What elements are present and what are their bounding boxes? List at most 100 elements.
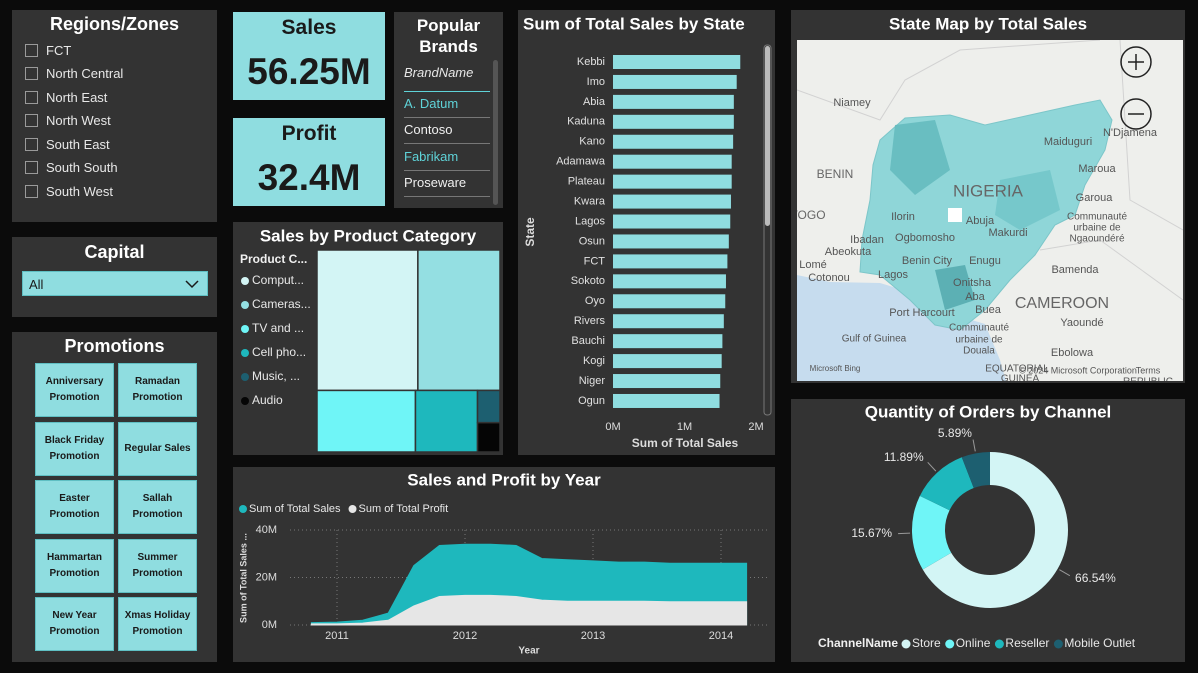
promotion-button[interactable]: Ramadan Promotion <box>118 363 197 417</box>
donut-slice <box>919 457 974 511</box>
x-tick-label: 2M <box>748 421 763 433</box>
x-tick-label: 2012 <box>453 630 477 642</box>
promotion-button[interactable]: Black Friday Promotion <box>35 421 114 476</box>
map-labels: Niamey N'Djamena Maiduguri Maroua BENIN NIGER… <box>797 97 1173 385</box>
bar <box>613 214 731 229</box>
treemap-tile <box>476 389 501 424</box>
promotion-button[interactable]: New Year Promotion <box>35 597 114 651</box>
legend-marker <box>239 505 247 513</box>
legend-title: ChannelName <box>818 636 898 650</box>
brand-option[interactable]: Proseware <box>404 175 490 197</box>
bar <box>613 114 734 129</box>
bar <box>613 314 724 329</box>
map-label: Port Harcourt <box>889 307 954 319</box>
promotion-button[interactable]: Easter Promotion <box>35 480 114 534</box>
zoom-out[interactable] <box>1120 98 1152 130</box>
promotion-button[interactable]: Anniversary Promotion <box>35 363 114 417</box>
region-option[interactable]: South West <box>25 183 113 199</box>
map-label: GUINEA <box>1001 374 1040 385</box>
map-label: Bamenda <box>1051 264 1099 276</box>
map-label: Ilorin <box>891 211 915 223</box>
map-label: Abuja <box>966 215 995 227</box>
checkbox[interactable] <box>25 184 38 198</box>
scrollbar-track[interactable] <box>763 44 772 416</box>
region-option[interactable]: North West <box>25 113 111 129</box>
bar <box>613 254 728 269</box>
y-tick-label: Kano <box>579 136 605 148</box>
legend-label: Cell pho... <box>252 345 306 359</box>
promotion-button[interactable]: Regular Sales <box>118 421 197 476</box>
legend-title: Product C... <box>240 252 307 266</box>
y-tick-label: Kogi <box>583 355 605 367</box>
map-label: Abeokuta <box>825 246 872 258</box>
promotion-button[interactable]: Hammartan Promotion <box>35 538 114 593</box>
x-axis-title: Sum of Total Sales <box>632 436 739 450</box>
zoom-in[interactable] <box>1120 46 1152 78</box>
legend-label: Music, ... <box>252 369 300 383</box>
region-option[interactable]: North Central <box>25 66 123 82</box>
region-option[interactable]: FCT <box>25 42 71 58</box>
scrollbar[interactable] <box>493 60 498 205</box>
x-tick-label: 2011 <box>325 630 349 642</box>
y-tick-label: Ogun <box>578 395 605 407</box>
y-axis-title: State <box>523 217 537 247</box>
checkbox[interactable] <box>25 43 38 57</box>
bar <box>613 274 726 289</box>
region-label: South South <box>46 160 118 175</box>
checkbox[interactable] <box>25 67 38 80</box>
region-option[interactable]: South South <box>25 160 118 176</box>
panel-title: Capital <box>84 242 145 262</box>
promotion-button[interactable]: Sallah Promotion <box>118 480 197 534</box>
brand-option[interactable]: Contoso <box>404 122 490 145</box>
brands-header: BrandName <box>404 65 490 92</box>
y-tick-label: Lagos <box>575 215 605 227</box>
region-label: FCT <box>46 42 72 58</box>
map-label: BENIN <box>817 167 854 181</box>
checkbox[interactable] <box>25 114 38 127</box>
region-option[interactable]: North East <box>25 89 107 105</box>
legend-label: Cameras... <box>252 297 311 311</box>
checkbox[interactable] <box>25 161 38 174</box>
promotion-button[interactable]: Xmas Holiday Promotion <box>118 597 197 651</box>
checkbox[interactable] <box>25 90 38 104</box>
region-label: South West <box>46 183 113 199</box>
brand-option[interactable]: Fabrikam <box>404 149 490 171</box>
map-label: Gulf of Guinea <box>842 334 907 345</box>
chart-title: Sum of Total Sales by State <box>523 14 745 33</box>
chart-title: Sales and Profit by Year <box>407 470 601 489</box>
state-region <box>890 120 950 195</box>
capital-dropdown[interactable]: All <box>22 271 208 296</box>
bar <box>613 354 722 369</box>
y-tick-label: Niger <box>579 375 606 387</box>
legend-label: Store <box>912 636 941 650</box>
area <box>310 594 748 626</box>
treemap-tile <box>414 389 479 453</box>
donut-slice <box>912 495 952 570</box>
map-label: Niamey <box>833 97 871 109</box>
y-tick-label: FCT <box>584 255 606 267</box>
panel-title: Regions/Zones <box>49 14 179 34</box>
legend-marker <box>901 639 911 649</box>
map-label: Communauté <box>949 323 1009 334</box>
map-label: Garoua <box>1076 192 1114 204</box>
legend-label: Online <box>956 636 991 650</box>
map-label: Douala <box>963 346 995 357</box>
map-label: urbaine de <box>955 335 1003 346</box>
checkbox[interactable] <box>25 137 38 151</box>
bar <box>613 294 726 309</box>
region-option[interactable]: South East <box>25 136 110 152</box>
y-tick-label: 20M <box>256 571 277 583</box>
state-region <box>995 170 1060 230</box>
legend-marker <box>241 349 249 357</box>
map-label: Maroua <box>1078 163 1116 175</box>
legend-marker <box>994 639 1004 649</box>
scrollbar-thumb[interactable] <box>765 46 770 226</box>
legend-label: Reseller <box>1005 636 1049 650</box>
brand-option[interactable]: A. Datum <box>404 96 490 118</box>
promotion-button[interactable]: Summer Promotion <box>118 538 197 593</box>
bar <box>613 374 721 389</box>
y-tick-label: Imo <box>587 76 605 88</box>
donut-slice <box>961 452 990 489</box>
map: Niamey N'Djamena Maiduguri Maroua BENIN NIGER… <box>797 40 1183 385</box>
